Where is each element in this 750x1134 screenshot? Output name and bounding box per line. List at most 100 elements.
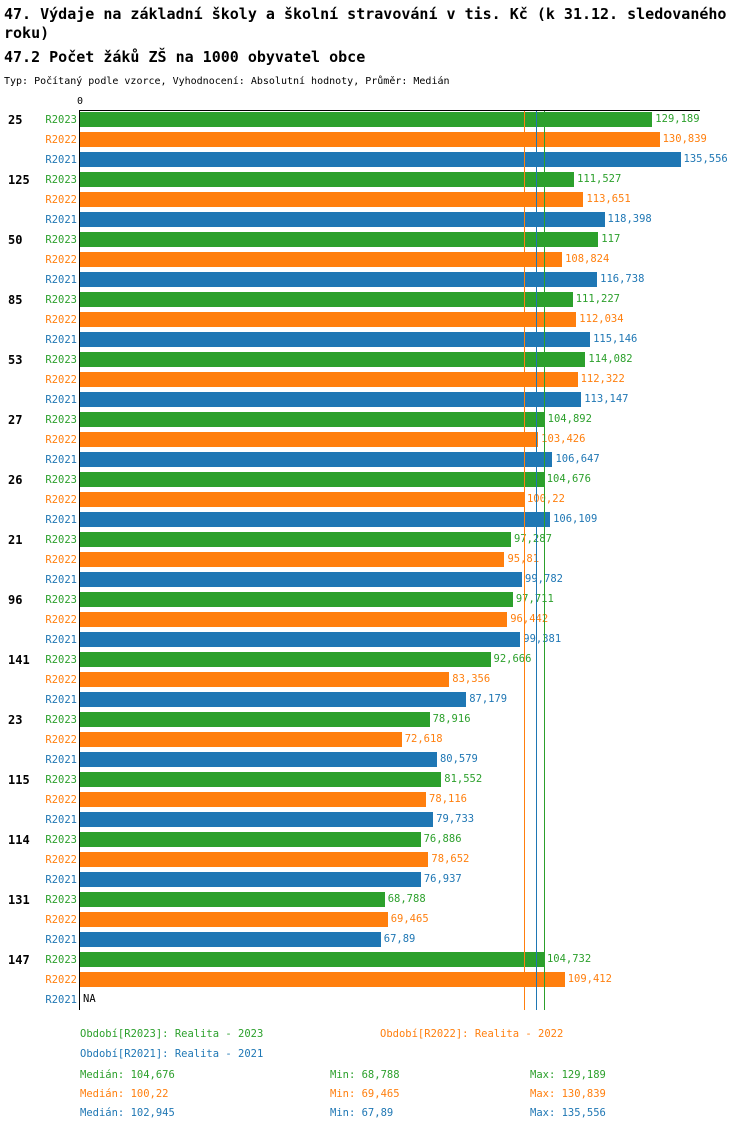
category-label: 115 — [8, 773, 30, 787]
bar-row: 96 R2023 97,711 — [0, 590, 750, 610]
bar-value-label: 72,618 — [404, 733, 443, 745]
bar-value-label: 76,937 — [423, 873, 462, 885]
series-year-label: R2022 — [45, 674, 77, 686]
chart-subtitle: Typ: Počítaný podle vzorce, Vyhodnocení:… — [4, 76, 450, 87]
bar-value-label: 135,556 — [683, 153, 728, 165]
bar-value-label: 111,227 — [575, 293, 620, 305]
bar-value-label: 113,147 — [584, 393, 629, 405]
series-year-label: R2022 — [45, 494, 77, 506]
bar-row: R2021 118,398 — [0, 210, 750, 230]
bar-row: R2022 112,322 — [0, 370, 750, 390]
series-year-label: R2021 — [45, 154, 77, 166]
bar-value-label: 99,381 — [523, 633, 562, 645]
bar — [80, 892, 385, 907]
chart-title-line2: 47.2 Počet žáků ZŠ na 1000 obyvatel obce — [4, 48, 366, 66]
category-label: 26 — [8, 473, 23, 487]
bar-row: R2022 69,465 — [0, 910, 750, 930]
series-year-label: R2022 — [45, 434, 77, 446]
bar — [80, 192, 584, 207]
bar-value-label: 81,552 — [444, 773, 483, 785]
series-year-label: R2022 — [45, 194, 77, 206]
bar — [80, 972, 565, 987]
bar — [80, 252, 563, 267]
stat-max: Max: 129,189 — [530, 1069, 606, 1081]
series-year-label: R2021 — [45, 454, 77, 466]
stat-max: Max: 135,556 — [530, 1107, 606, 1119]
bar-value-label: 113,651 — [586, 193, 631, 205]
series-year-label: R2021 — [45, 394, 77, 406]
legend-item-r2023: Období[R2023]: Realita - 2023 — [80, 1028, 264, 1040]
bar-row: R2022 95,81 — [0, 550, 750, 570]
bar — [80, 132, 660, 147]
bar-value-label: 68,788 — [387, 893, 426, 905]
bar — [80, 512, 551, 527]
bar — [80, 312, 577, 327]
bar-row: R2021 87,179 — [0, 690, 750, 710]
bar — [80, 332, 591, 347]
stats-row-r2021: Medián: 102,945 Min: 67,89 Max: 135,556 — [80, 1104, 745, 1123]
series-year-label: R2022 — [45, 554, 77, 566]
series-year-label: R2023 — [45, 354, 77, 366]
bar-row: R2022 130,839 — [0, 130, 750, 150]
series-year-label: R2022 — [45, 254, 77, 266]
series-year-label: R2021 — [45, 814, 77, 826]
bar-value-label: 79,733 — [436, 813, 475, 825]
bar-row: R2022 96,442 — [0, 610, 750, 630]
bar-value-label: 78,916 — [432, 713, 471, 725]
bar-row: R2022 113,651 — [0, 190, 750, 210]
series-year-label: R2023 — [45, 714, 77, 726]
chart-title-line1: 47. Výdaje na základní školy a školní st… — [4, 5, 727, 42]
bar — [80, 432, 539, 447]
category-label: 96 — [8, 593, 23, 607]
series-year-label: R2022 — [45, 974, 77, 986]
bar-row: 50 R2023 117 — [0, 230, 750, 250]
bar — [80, 712, 430, 727]
series-year-label: R2022 — [45, 374, 77, 386]
category-label: 23 — [8, 713, 23, 727]
series-year-label: R2021 — [45, 934, 77, 946]
bar-value-label: 104,892 — [547, 413, 592, 425]
bar-row: 125 R2023 111,527 — [0, 170, 750, 190]
bar — [80, 212, 605, 227]
category-label: 131 — [8, 893, 30, 907]
bar-value-label: 118,398 — [607, 213, 652, 225]
bar — [80, 832, 421, 847]
bar-row: R2021 76,937 — [0, 870, 750, 890]
bar — [80, 852, 429, 867]
bar-row: R2022 103,426 — [0, 430, 750, 450]
category-label: 25 — [8, 113, 23, 127]
bar-row: R2022 78,116 — [0, 790, 750, 810]
category-label: 50 — [8, 233, 23, 247]
bar-row: R2022 78,652 — [0, 850, 750, 870]
bar-row: R2022 83,356 — [0, 670, 750, 690]
bar — [80, 672, 450, 687]
bar-value-label: 99,782 — [525, 573, 563, 585]
category-label: 147 — [8, 953, 30, 967]
category-label: 85 — [8, 293, 23, 307]
bar-row: R2021 113,147 — [0, 390, 750, 410]
bar — [80, 372, 578, 387]
bar-value-label: 114,082 — [588, 353, 633, 365]
bar-row: 25 R2023 129,189 — [0, 110, 750, 130]
bar-row: 115 R2023 81,552 — [0, 770, 750, 790]
stat-min: Min: 69,465 — [330, 1088, 400, 1100]
legend-item-r2021: Období[R2021]: Realita - 2021 — [80, 1048, 264, 1060]
bar-row: 141 R2023 92,666 — [0, 650, 750, 670]
bar-row: R2021 106,109 — [0, 510, 750, 530]
bar-row: R2021 115,146 — [0, 330, 750, 350]
series-year-label: R2021 — [45, 994, 77, 1006]
bar-value-label: 117 — [601, 233, 621, 245]
bar-value-label: 78,116 — [429, 793, 467, 805]
axis-vertical-line — [79, 110, 80, 1010]
chart: 0 25 R2023 129,189 R2022 130,839 R2021 135,556… — [0, 96, 750, 1010]
bar-row: 26 R2023 104,676 — [0, 470, 750, 490]
bar-value-label: 78,652 — [431, 853, 470, 865]
bar-value-label: 109,412 — [567, 973, 612, 985]
bar-value-label: 80,579 — [439, 753, 478, 765]
bar-row: 53 R2023 114,082 — [0, 350, 750, 370]
bar-value-label: 104,732 — [546, 953, 592, 965]
bar — [80, 932, 381, 947]
bar-row: R2021 99,782 — [0, 570, 750, 590]
bar — [80, 792, 427, 807]
bar — [80, 692, 467, 707]
